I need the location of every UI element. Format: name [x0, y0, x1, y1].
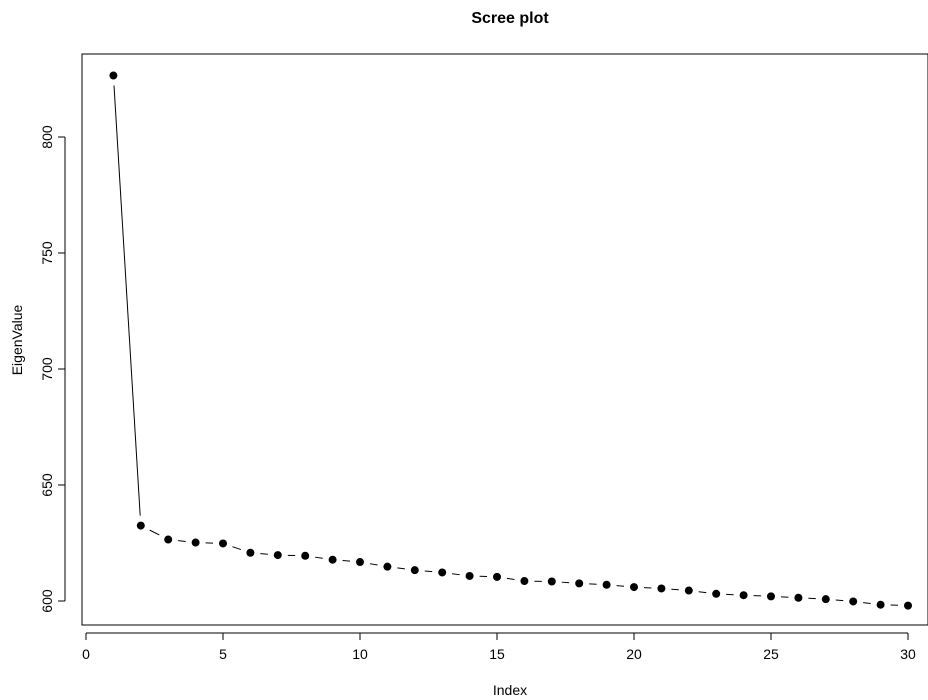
- data-point: [191, 538, 200, 547]
- data-point: [712, 589, 721, 598]
- data-point: [328, 555, 337, 564]
- data-point: [493, 572, 501, 581]
- x-axis-label: Index: [493, 682, 527, 698]
- data-point: [849, 597, 858, 606]
- x-tick-label: 20: [626, 646, 642, 662]
- series-segment: [232, 546, 242, 551]
- connecting-segments: [113, 85, 899, 606]
- data-point: [794, 593, 803, 602]
- data-point: [821, 595, 830, 604]
- data-point: [356, 558, 364, 567]
- data-point: [109, 71, 118, 80]
- chart-title: Scree plot: [471, 10, 549, 27]
- plot-frame: [81, 53, 928, 626]
- series-segment: [178, 540, 186, 542]
- series-segment: [835, 599, 844, 602]
- series-segment: [315, 556, 323, 559]
- data-point: [904, 601, 912, 610]
- data-point: [465, 571, 474, 580]
- data-point: [383, 562, 392, 571]
- data-point: [136, 521, 145, 530]
- data-point: [602, 580, 611, 589]
- data-point: [630, 583, 638, 592]
- y-tick-label: 600: [39, 589, 55, 613]
- series-segment: [698, 591, 707, 594]
- data-point: [246, 548, 255, 557]
- x-tick-label: 25: [763, 646, 779, 662]
- x-tick-label: 30: [900, 646, 916, 662]
- y-tick-label: 700: [39, 357, 55, 381]
- data-point: [164, 535, 173, 544]
- series-segment: [561, 581, 570, 584]
- y-tick-label: 800: [39, 125, 55, 149]
- x-tick-label: 10: [352, 646, 368, 662]
- data-point: [273, 551, 282, 560]
- series-segment: [863, 602, 871, 605]
- data-point: [767, 592, 775, 601]
- series-segment: [369, 563, 378, 566]
- data-point: [520, 577, 529, 586]
- series-segment: [397, 567, 405, 570]
- data-point: [219, 539, 227, 548]
- data-point: [438, 568, 447, 577]
- data-points: [109, 71, 912, 610]
- data-point: [301, 551, 310, 560]
- y-tick-label: 750: [39, 241, 55, 265]
- series-segment: [113, 85, 141, 516]
- x-axis: 0 5 10 15 20 25 30: [82, 632, 916, 662]
- data-point: [684, 586, 693, 595]
- y-axis: 600 650 700 750 800: [39, 125, 66, 613]
- series-segment: [506, 577, 515, 581]
- data-point: [575, 579, 584, 588]
- series-segment: [149, 529, 160, 536]
- series-segment: [424, 570, 433, 573]
- x-tick-label: 15: [489, 646, 505, 662]
- data-point: [410, 566, 419, 575]
- series-segment: [671, 588, 679, 591]
- series-segment: [616, 585, 625, 587]
- x-tick-label: 5: [219, 646, 227, 662]
- data-point: [876, 600, 885, 609]
- data-point: [547, 577, 556, 586]
- series-segment: [342, 560, 351, 562]
- y-axis-label: EigenValue: [9, 305, 25, 376]
- x-tick-label: 0: [82, 646, 90, 662]
- data-point: [657, 584, 666, 593]
- y-tick-label: 650: [39, 473, 55, 497]
- data-point: [739, 591, 748, 600]
- series-segment: [260, 553, 268, 555]
- series-segment: [452, 573, 460, 576]
